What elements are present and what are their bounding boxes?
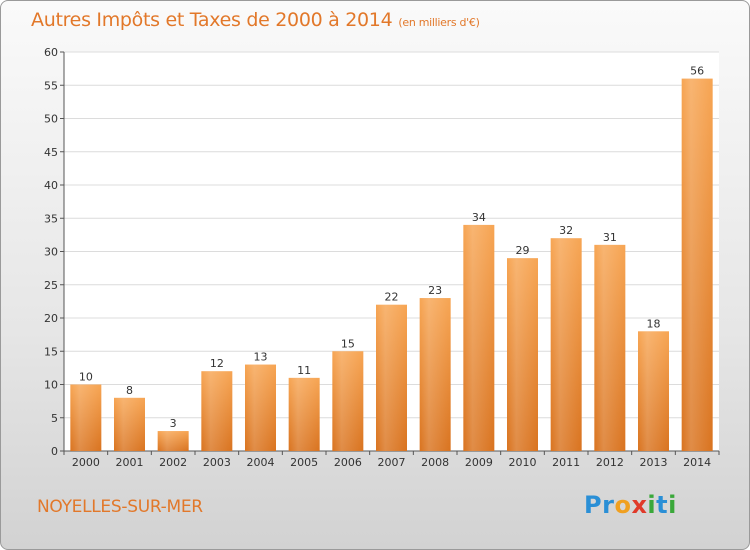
x-tick-label: 2004	[247, 456, 275, 469]
y-tick-label: 40	[44, 179, 58, 192]
logo-letter: t	[656, 491, 669, 519]
bar-shine	[157, 431, 189, 451]
y-tick-label: 5	[51, 412, 58, 425]
bar-shine	[419, 298, 451, 451]
data-label-2014: 56	[690, 65, 704, 78]
bar-shine	[376, 304, 407, 451]
data-label-2010: 29	[516, 244, 530, 257]
chart-title: Autres Impôts et Taxes de 2000 à 2014 (en…	[31, 9, 480, 31]
x-tick-label: 2005	[290, 456, 318, 469]
data-label-2001: 8	[126, 384, 133, 397]
bar-shine	[332, 351, 364, 451]
bar-shine	[463, 224, 495, 451]
x-tick-labels: 2000 2001 2002 2003 2004 2005 2006 2007 2008 2009…	[72, 456, 711, 469]
logo-letter: i	[647, 491, 657, 519]
bar-shine	[288, 377, 320, 451]
data-label-2009: 34	[472, 211, 486, 224]
data-label-2006: 15	[341, 337, 355, 350]
y-tick-label: 0	[51, 445, 58, 458]
data-label-2007: 22	[385, 291, 399, 304]
unit-note: (en milliers d'€)	[398, 16, 480, 29]
y-tick-labels: 0 5 10 15 20 25 30 35 40 45 50 55 60	[44, 46, 58, 458]
proxiti-logo[interactable]: Proxiti	[584, 491, 677, 519]
y-tick-label: 25	[44, 279, 58, 292]
data-label-2012: 31	[603, 231, 617, 244]
x-tick-label: 2008	[421, 456, 449, 469]
data-label-2000: 10	[79, 371, 93, 384]
x-tick-label: 2007	[378, 456, 406, 469]
x-tick-label: 2014	[683, 456, 711, 469]
bar-shine	[114, 397, 145, 451]
y-tick-label: 20	[44, 312, 58, 325]
x-tick-label: 2002	[159, 456, 187, 469]
bar-shine	[550, 238, 582, 451]
bar-shine	[594, 244, 626, 451]
x-tick-label: 2010	[509, 456, 537, 469]
bar-shine	[638, 331, 669, 451]
x-tick-label: 2011	[552, 456, 580, 469]
logo-letter: o	[614, 491, 632, 519]
data-label-2002: 3	[170, 417, 177, 430]
logo-letter: i	[668, 491, 677, 519]
y-tick-label: 10	[44, 379, 58, 392]
logo-letter: x	[631, 491, 648, 519]
y-tick-label: 45	[44, 146, 58, 159]
y-tick-label: 55	[44, 79, 58, 92]
x-tick-label: 2003	[203, 456, 231, 469]
x-tick-label: 2013	[640, 456, 668, 469]
data-label-2005: 11	[297, 364, 311, 377]
y-tick-label: 15	[44, 345, 58, 358]
x-tick-label: 2006	[334, 456, 362, 469]
logo-letter: r	[602, 491, 615, 519]
x-tick-label: 2009	[465, 456, 493, 469]
y-tick-label: 35	[44, 212, 58, 225]
bar-shine	[507, 258, 538, 451]
bar-shine	[201, 371, 233, 451]
y-tick-label: 30	[44, 246, 58, 259]
title-text: Autres Impôts et Taxes de 2000 à 2014	[31, 9, 393, 31]
bars	[70, 78, 713, 451]
x-tick-label: 2000	[72, 456, 100, 469]
logo-letter: P	[584, 491, 603, 519]
data-label-2004: 13	[254, 351, 268, 364]
commune-name: NOYELLES-SUR-MER	[37, 497, 203, 517]
data-label-2003: 12	[210, 357, 224, 370]
data-label-2013: 18	[647, 317, 661, 330]
bar-shine	[245, 364, 276, 451]
x-tick-label: 2001	[116, 456, 144, 469]
value-labels: 10 8 3 12 13 11 15 22 23 34 29 32 31 18 56	[79, 65, 704, 430]
data-label-2011: 32	[559, 224, 573, 237]
x-tick-label: 2012	[596, 456, 624, 469]
bar-shine	[70, 384, 102, 451]
data-label-2008: 23	[428, 284, 442, 297]
y-tick-label: 60	[44, 46, 58, 59]
y-tick-label: 50	[44, 113, 58, 126]
bar-shine	[681, 78, 713, 451]
